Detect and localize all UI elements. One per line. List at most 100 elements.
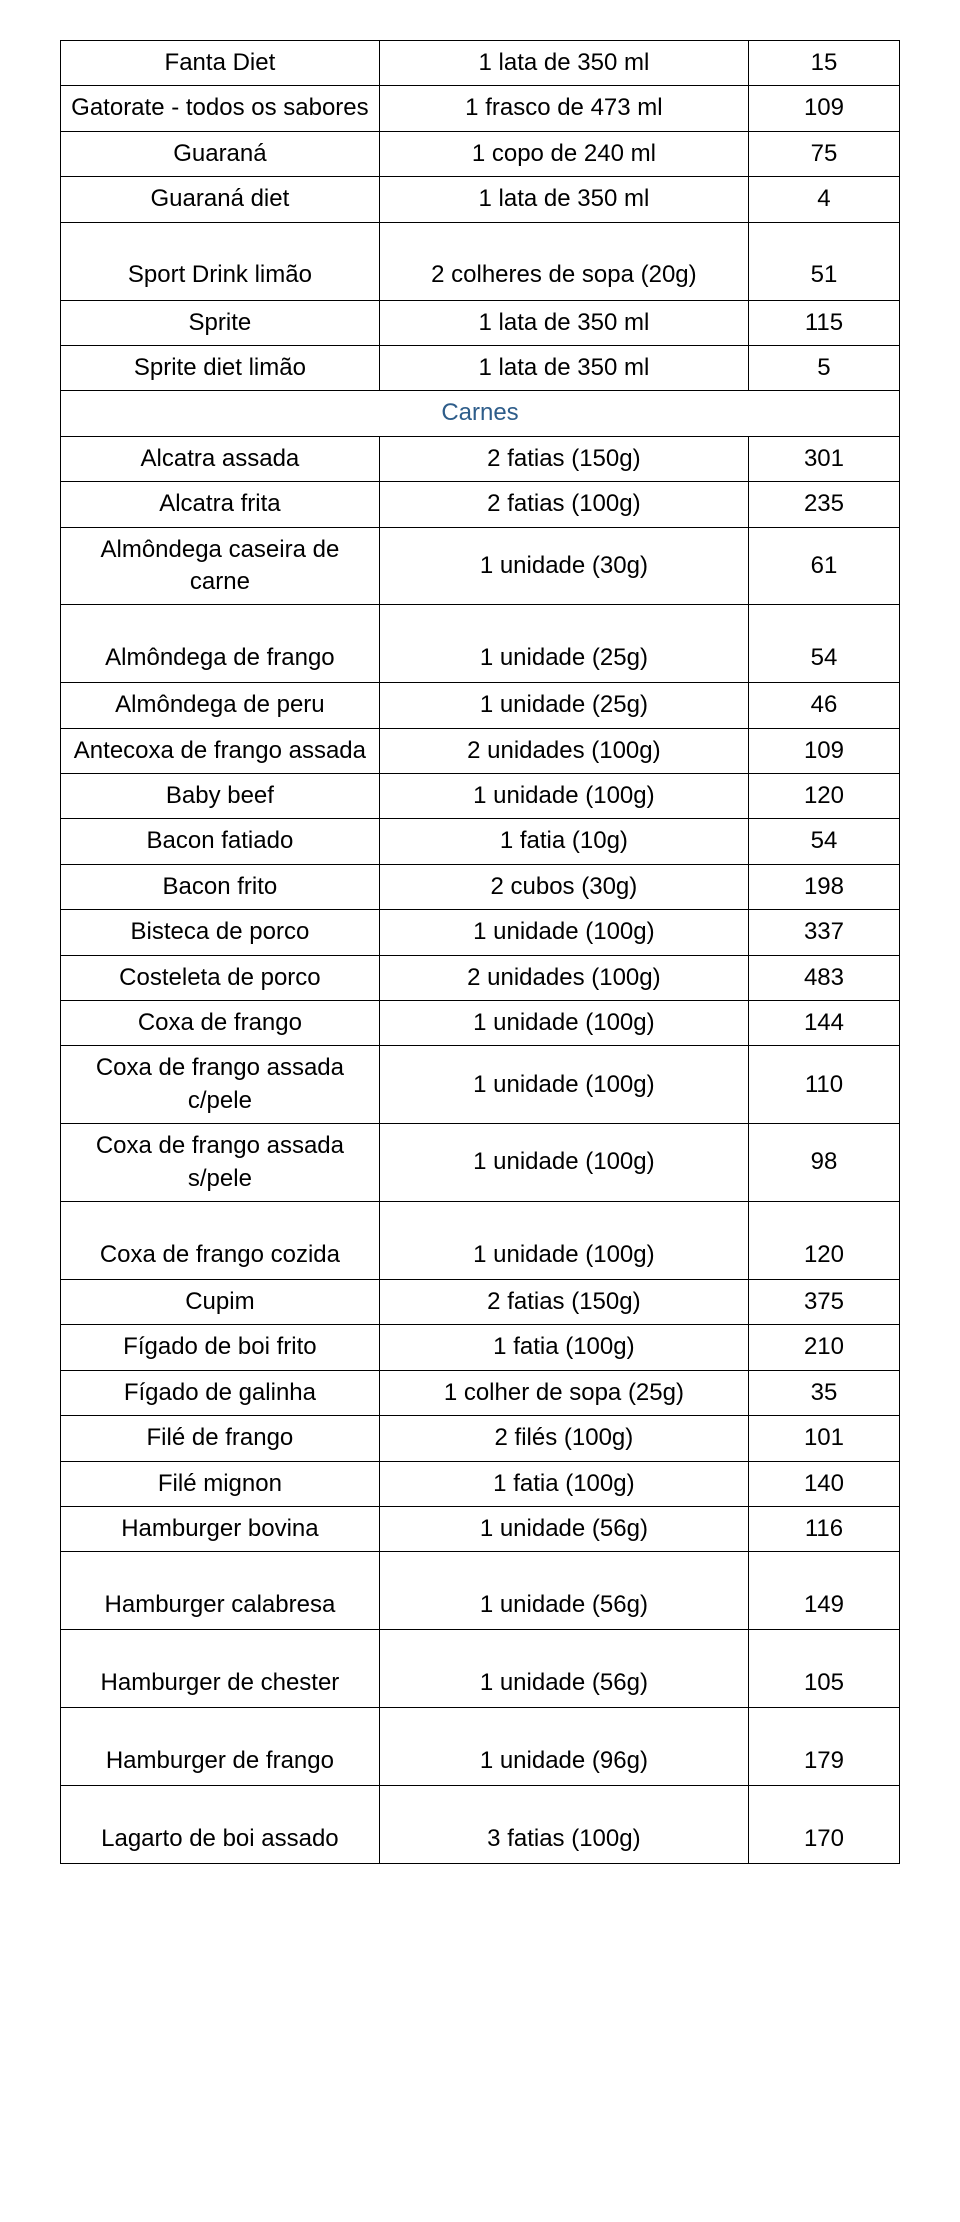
table-row: Fígado de galinha1 colher de sopa (25g)3… bbox=[61, 1370, 900, 1415]
portion-cell: 1 unidade (56g) bbox=[379, 1552, 748, 1630]
portion-cell: 2 cubos (30g) bbox=[379, 864, 748, 909]
food-cell: Sprite bbox=[61, 300, 380, 345]
table-row: Coxa de frango cozida1 unidade (100g)120 bbox=[61, 1201, 900, 1279]
calorie-cell: 144 bbox=[748, 1001, 899, 1046]
calorie-cell: 46 bbox=[748, 683, 899, 728]
table-row: Almôndega de peru1 unidade (25g)46 bbox=[61, 683, 900, 728]
table-row: Alcatra assada2 fatias (150g)301 bbox=[61, 436, 900, 481]
table-row: Baby beef1 unidade (100g)120 bbox=[61, 774, 900, 819]
table-row: Sprite1 lata de 350 ml115 bbox=[61, 300, 900, 345]
table-row: Coxa de frango1 unidade (100g)144 bbox=[61, 1001, 900, 1046]
table-row: Filé de frango2 filés (100g)101 bbox=[61, 1416, 900, 1461]
portion-cell: 1 fatia (100g) bbox=[379, 1325, 748, 1370]
table-row: Alcatra frita2 fatias (100g)235 bbox=[61, 482, 900, 527]
section-header: Carnes bbox=[61, 391, 900, 436]
portion-cell: 1 unidade (96g) bbox=[379, 1708, 748, 1786]
portion-cell: 1 unidade (100g) bbox=[379, 1046, 748, 1124]
calorie-cell: 170 bbox=[748, 1786, 899, 1864]
table-row: Fanta Diet1 lata de 350 ml15 bbox=[61, 41, 900, 86]
nutrition-table: Fanta Diet1 lata de 350 ml15Gatorate - t… bbox=[60, 40, 900, 1864]
table-row: Hamburger calabresa1 unidade (56g)149 bbox=[61, 1552, 900, 1630]
calorie-cell: 98 bbox=[748, 1124, 899, 1202]
food-cell: Bacon fatiado bbox=[61, 819, 380, 864]
calorie-cell: 115 bbox=[748, 300, 899, 345]
food-cell: Sprite diet limão bbox=[61, 345, 380, 390]
portion-cell: 1 lata de 350 ml bbox=[379, 345, 748, 390]
calorie-cell: 116 bbox=[748, 1506, 899, 1551]
table-row: Carnes bbox=[61, 391, 900, 436]
portion-cell: 3 fatias (100g) bbox=[379, 1786, 748, 1864]
portion-cell: 2 unidades (100g) bbox=[379, 955, 748, 1000]
portion-cell: 1 unidade (100g) bbox=[379, 1201, 748, 1279]
calorie-cell: 101 bbox=[748, 1416, 899, 1461]
portion-cell: 2 fatias (150g) bbox=[379, 1279, 748, 1324]
table-row: Hamburger bovina1 unidade (56g)116 bbox=[61, 1506, 900, 1551]
food-cell: Gatorate - todos os sabores bbox=[61, 86, 380, 131]
food-cell: Hamburger calabresa bbox=[61, 1552, 380, 1630]
portion-cell: 1 unidade (25g) bbox=[379, 683, 748, 728]
calorie-cell: 375 bbox=[748, 1279, 899, 1324]
portion-cell: 1 fatia (10g) bbox=[379, 819, 748, 864]
calorie-cell: 75 bbox=[748, 131, 899, 176]
food-cell: Almôndega de peru bbox=[61, 683, 380, 728]
calorie-cell: 483 bbox=[748, 955, 899, 1000]
table-row: Antecoxa de frango assada2 unidades (100… bbox=[61, 728, 900, 773]
calorie-cell: 109 bbox=[748, 728, 899, 773]
table-row: Bisteca de porco1 unidade (100g)337 bbox=[61, 910, 900, 955]
food-cell: Hamburger bovina bbox=[61, 1506, 380, 1551]
food-cell: Sport Drink limão bbox=[61, 222, 380, 300]
food-cell: Coxa de frango assada c/pele bbox=[61, 1046, 380, 1124]
calorie-cell: 54 bbox=[748, 819, 899, 864]
food-cell: Hamburger de chester bbox=[61, 1630, 380, 1708]
calorie-cell: 210 bbox=[748, 1325, 899, 1370]
food-cell: Guaraná diet bbox=[61, 177, 380, 222]
table-row: Coxa de frango assada c/pele1 unidade (1… bbox=[61, 1046, 900, 1124]
calorie-cell: 61 bbox=[748, 527, 899, 605]
portion-cell: 1 colher de sopa (25g) bbox=[379, 1370, 748, 1415]
food-cell: Filé mignon bbox=[61, 1461, 380, 1506]
calorie-cell: 54 bbox=[748, 605, 899, 683]
portion-cell: 1 unidade (30g) bbox=[379, 527, 748, 605]
table-row: Coxa de frango assada s/pele1 unidade (1… bbox=[61, 1124, 900, 1202]
portion-cell: 1 copo de 240 ml bbox=[379, 131, 748, 176]
table-row: Guaraná diet1 lata de 350 ml4 bbox=[61, 177, 900, 222]
portion-cell: 2 filés (100g) bbox=[379, 1416, 748, 1461]
food-cell: Coxa de frango assada s/pele bbox=[61, 1124, 380, 1202]
table-row: Fígado de boi frito1 fatia (100g)210 bbox=[61, 1325, 900, 1370]
food-cell: Filé de frango bbox=[61, 1416, 380, 1461]
calorie-cell: 5 bbox=[748, 345, 899, 390]
portion-cell: 2 fatias (150g) bbox=[379, 436, 748, 481]
calorie-cell: 179 bbox=[748, 1708, 899, 1786]
food-cell: Coxa de frango bbox=[61, 1001, 380, 1046]
food-cell: Alcatra frita bbox=[61, 482, 380, 527]
portion-cell: 1 lata de 350 ml bbox=[379, 41, 748, 86]
calorie-cell: 198 bbox=[748, 864, 899, 909]
table-row: Bacon frito2 cubos (30g)198 bbox=[61, 864, 900, 909]
calorie-cell: 120 bbox=[748, 774, 899, 819]
table-row: Filé mignon1 fatia (100g)140 bbox=[61, 1461, 900, 1506]
calorie-cell: 337 bbox=[748, 910, 899, 955]
portion-cell: 1 unidade (56g) bbox=[379, 1630, 748, 1708]
portion-cell: 1 unidade (25g) bbox=[379, 605, 748, 683]
food-cell: Guaraná bbox=[61, 131, 380, 176]
table-row: Almôndega caseira de carne1 unidade (30g… bbox=[61, 527, 900, 605]
calorie-cell: 35 bbox=[748, 1370, 899, 1415]
table-row: Guaraná1 copo de 240 ml75 bbox=[61, 131, 900, 176]
table-row: Hamburger de frango1 unidade (96g)179 bbox=[61, 1708, 900, 1786]
food-cell: Bacon frito bbox=[61, 864, 380, 909]
food-cell: Fígado de boi frito bbox=[61, 1325, 380, 1370]
table-row: Costeleta de porco2 unidades (100g)483 bbox=[61, 955, 900, 1000]
food-cell: Costeleta de porco bbox=[61, 955, 380, 1000]
table-row: Cupim2 fatias (150g)375 bbox=[61, 1279, 900, 1324]
calorie-cell: 301 bbox=[748, 436, 899, 481]
portion-cell: 1 unidade (100g) bbox=[379, 1124, 748, 1202]
calorie-cell: 149 bbox=[748, 1552, 899, 1630]
food-cell: Almôndega caseira de carne bbox=[61, 527, 380, 605]
calorie-cell: 51 bbox=[748, 222, 899, 300]
portion-cell: 2 fatias (100g) bbox=[379, 482, 748, 527]
food-cell: Baby beef bbox=[61, 774, 380, 819]
portion-cell: 1 unidade (56g) bbox=[379, 1506, 748, 1551]
table-row: Sprite diet limão1 lata de 350 ml5 bbox=[61, 345, 900, 390]
calorie-cell: 110 bbox=[748, 1046, 899, 1124]
calorie-cell: 140 bbox=[748, 1461, 899, 1506]
